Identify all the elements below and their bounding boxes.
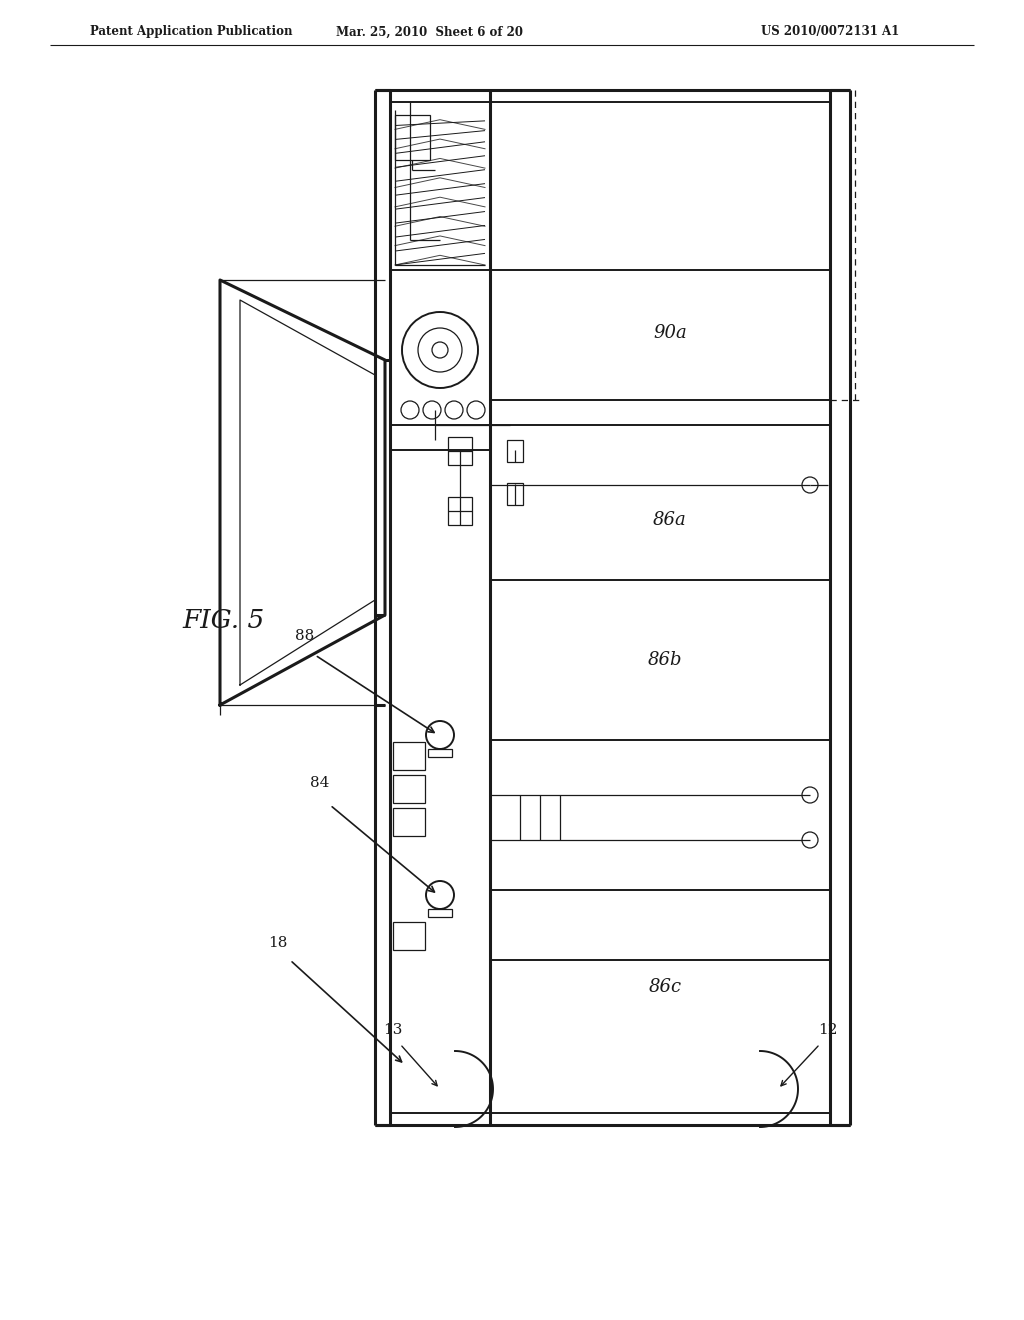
Bar	[393, 742, 425, 770]
Text: 12: 12	[818, 1023, 838, 1038]
Text: Mar. 25, 2010  Sheet 6 of 20: Mar. 25, 2010 Sheet 6 of 20	[337, 25, 523, 38]
Bar	[428, 748, 452, 756]
Text: FIG. 5: FIG. 5	[182, 607, 264, 632]
Text: 13: 13	[383, 1023, 402, 1038]
Bar	[428, 909, 452, 917]
Text: US 2010/0072131 A1: US 2010/0072131 A1	[761, 25, 899, 38]
Text: 88: 88	[295, 630, 314, 643]
Bar	[449, 437, 472, 465]
Text: 18: 18	[268, 936, 288, 950]
Bar	[393, 775, 425, 803]
Bar	[507, 440, 523, 462]
Bar	[393, 808, 425, 836]
Text: 84: 84	[310, 776, 330, 789]
Bar	[395, 115, 430, 160]
Text: Patent Application Publication: Patent Application Publication	[90, 25, 293, 38]
Bar	[507, 483, 523, 506]
Text: 86c: 86c	[648, 978, 682, 997]
Bar	[449, 498, 472, 525]
Text: 86a: 86a	[653, 511, 687, 529]
Bar	[393, 921, 425, 950]
Text: 86b: 86b	[648, 651, 682, 669]
Text: 90a: 90a	[653, 323, 687, 342]
